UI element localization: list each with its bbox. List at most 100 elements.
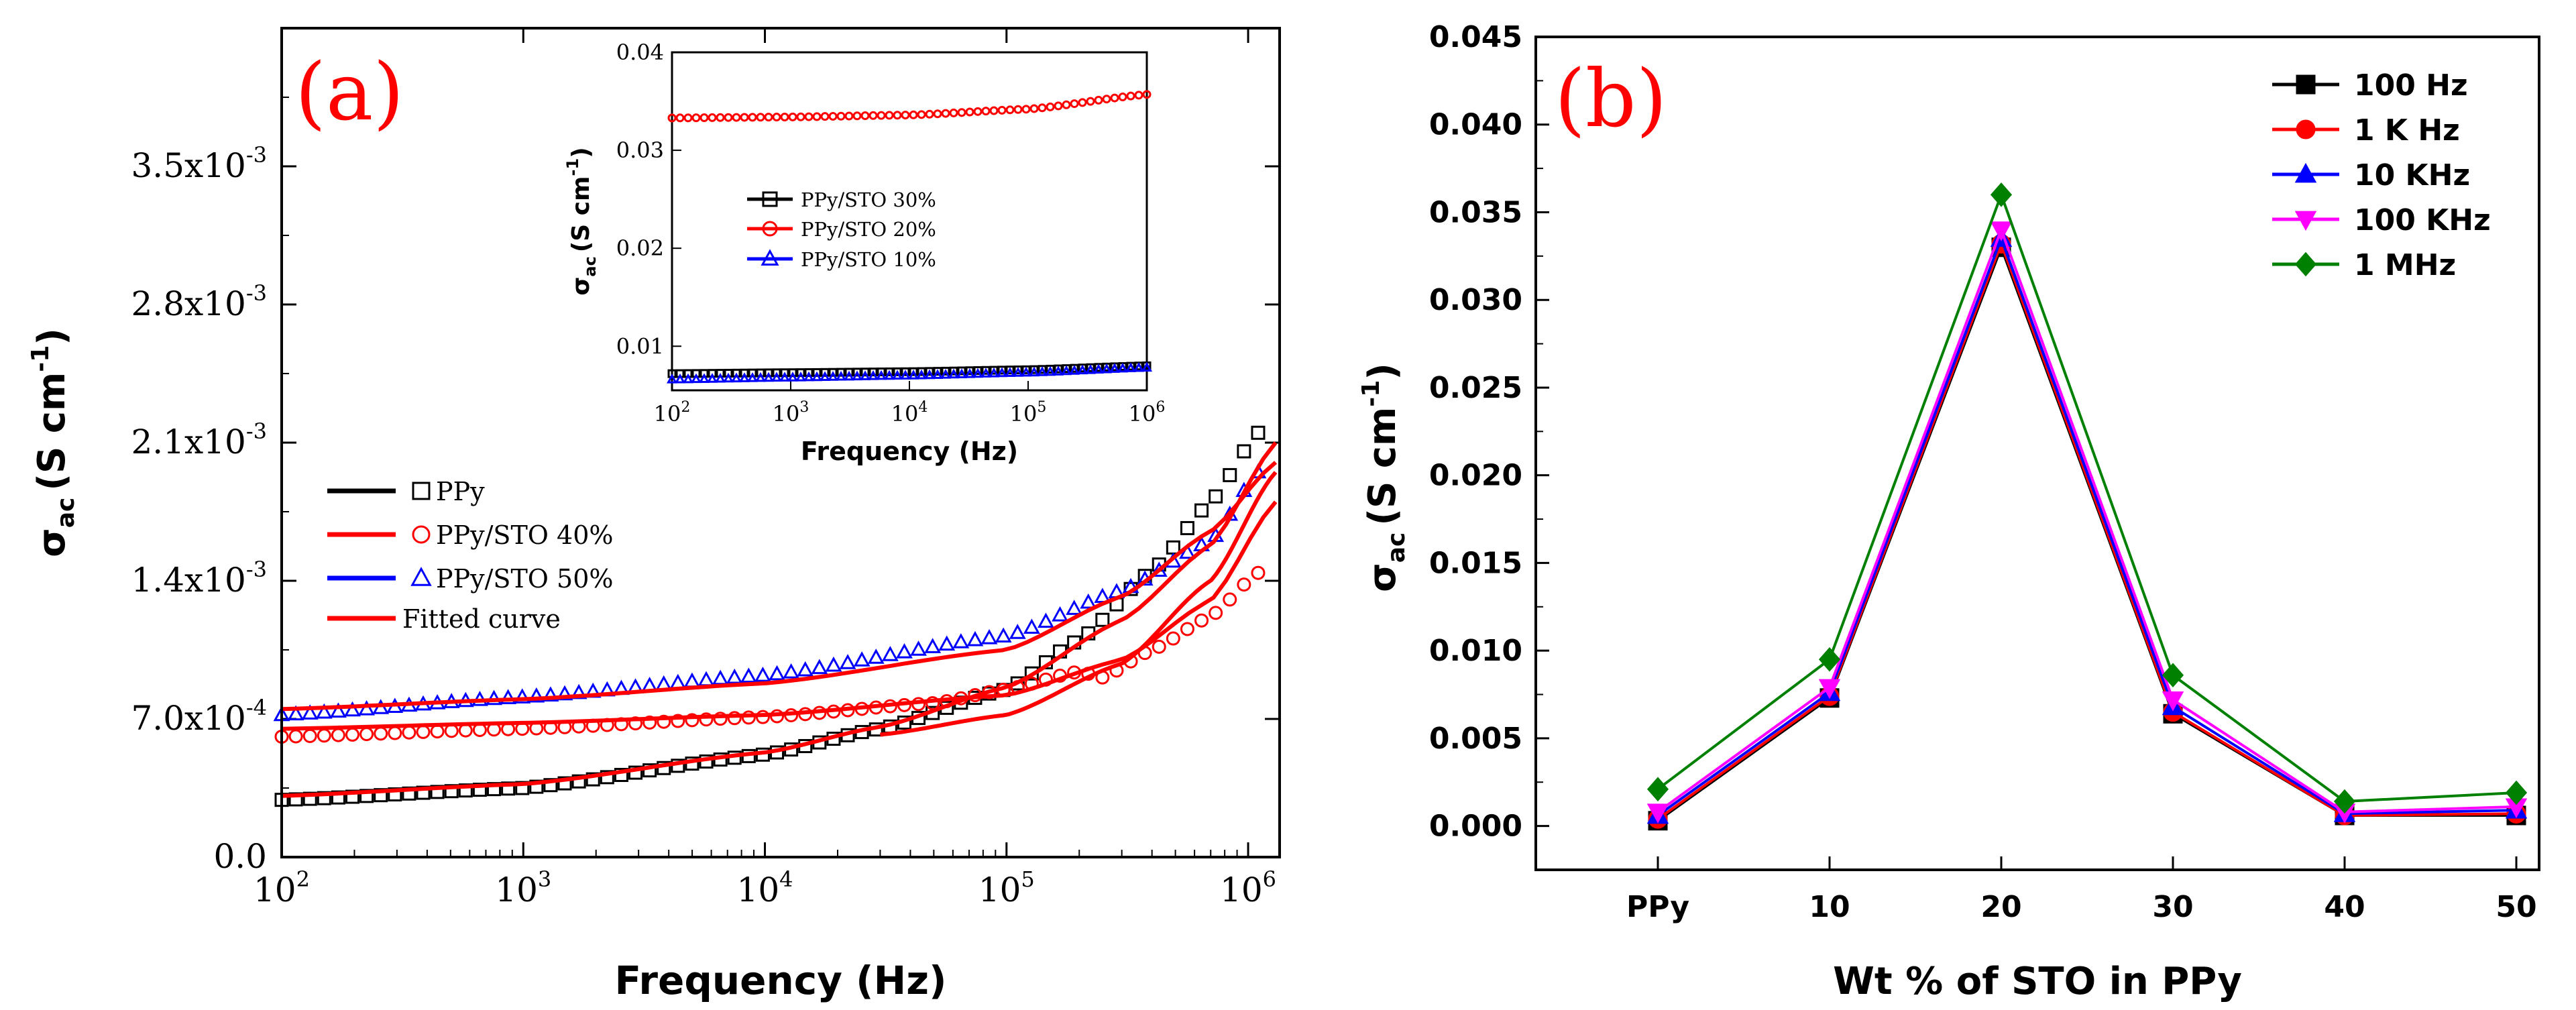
data-point bbox=[288, 792, 303, 807]
inset-y-tick-label: 0.02 bbox=[616, 235, 664, 261]
data-point bbox=[1179, 543, 1196, 559]
data-point bbox=[614, 767, 628, 782]
legend-marker bbox=[412, 482, 431, 500]
y-tick-exp: -3 bbox=[246, 418, 267, 444]
inset-x-tick-exp: 2 bbox=[681, 399, 690, 416]
inset-legend-marker bbox=[762, 191, 778, 207]
inset-data-point bbox=[860, 368, 870, 377]
inset-data-point bbox=[1142, 90, 1152, 99]
data-point bbox=[331, 790, 345, 805]
data-point bbox=[924, 638, 942, 653]
inset-x-tick-base: 10 bbox=[1010, 401, 1038, 427]
inset-data-point bbox=[915, 369, 928, 380]
data-point bbox=[543, 778, 558, 793]
legend-item: 1 K Hz bbox=[2272, 113, 2460, 148]
inset-data-point bbox=[780, 112, 789, 121]
inset-data-point bbox=[1046, 364, 1055, 374]
b-y-tick-label: 0.010 bbox=[1429, 634, 1522, 668]
inset-data-point bbox=[899, 370, 911, 380]
inset-data-point bbox=[706, 373, 718, 383]
inset-legend-label: PPy/STO 30% bbox=[801, 188, 936, 211]
inset-data-point bbox=[1029, 104, 1039, 113]
inset-data-point bbox=[1028, 366, 1040, 377]
data-point bbox=[726, 668, 743, 684]
data-point bbox=[966, 630, 984, 647]
data-point bbox=[740, 667, 757, 683]
data-point bbox=[910, 640, 927, 656]
data-point bbox=[1052, 606, 1068, 622]
inset-data-point bbox=[1134, 91, 1143, 100]
legend-item: 1 MHz bbox=[2272, 248, 2456, 282]
b-x-axis-label: Wt % of STO in PPy bbox=[1833, 960, 2242, 1003]
inset-data-point bbox=[714, 372, 726, 383]
data-point bbox=[867, 649, 885, 664]
b-y-label-sup: -1 bbox=[1357, 380, 1385, 407]
legend-marker bbox=[2296, 119, 2316, 139]
data-point bbox=[938, 635, 956, 651]
series-line bbox=[1657, 234, 2517, 817]
data-point bbox=[430, 785, 445, 799]
legend-marker bbox=[2294, 162, 2317, 183]
x-tick-exp: 2 bbox=[296, 866, 310, 892]
y-tick-mantissa: 7.0x10 bbox=[131, 699, 245, 738]
inset-series-PPy/STO 30% bbox=[667, 361, 1152, 378]
inset-data-point bbox=[1004, 367, 1016, 377]
inset-legend: PPy/STO 30% PPy/STO 20% PPy/STO 10% bbox=[747, 188, 936, 271]
inset-x-tick-exp: 5 bbox=[1037, 399, 1046, 416]
legend-item: 10 KHz bbox=[2272, 158, 2470, 192]
b-y-tick-label: 0.015 bbox=[1429, 546, 1522, 580]
data-point bbox=[628, 765, 643, 780]
data-point bbox=[1646, 777, 1669, 801]
data-point bbox=[1023, 618, 1040, 634]
inset-legend-marker bbox=[761, 249, 779, 266]
data-point bbox=[556, 685, 573, 701]
inset-data-point bbox=[1044, 366, 1056, 376]
inset-data-point bbox=[940, 369, 952, 379]
data-point bbox=[2162, 663, 2184, 688]
inset-data-point bbox=[763, 372, 775, 382]
inset-data-point bbox=[972, 368, 984, 378]
inset-data-point bbox=[716, 113, 725, 122]
inset-y-label-rest: (S cm bbox=[567, 176, 595, 252]
x-tick-label: 102 bbox=[254, 866, 310, 909]
data-point bbox=[302, 791, 317, 806]
inset-data-point bbox=[981, 366, 991, 375]
inset-data-point bbox=[989, 366, 999, 375]
x-tick-label: 105 bbox=[978, 866, 1035, 909]
data-point bbox=[2162, 691, 2184, 712]
inset-data-point bbox=[1078, 98, 1087, 107]
inset-data-point bbox=[1005, 366, 1015, 375]
inset-data-point bbox=[893, 367, 902, 376]
inset-x-tick-label: 105 bbox=[1010, 399, 1047, 427]
legend-label: PPy/STO 50% bbox=[436, 564, 613, 594]
data-point bbox=[571, 774, 586, 789]
data-point bbox=[514, 688, 531, 704]
x-tick-base: 10 bbox=[495, 871, 538, 909]
inset-data-point bbox=[1052, 366, 1064, 376]
inset-data-point bbox=[956, 368, 968, 378]
b-y-label-close: ) bbox=[1361, 363, 1404, 380]
inset-data-point bbox=[683, 113, 693, 123]
b-x-tick-label: 20 bbox=[1980, 890, 2021, 924]
inset-data-point bbox=[724, 113, 733, 122]
x-tick-exp: 6 bbox=[1263, 866, 1276, 892]
inset-data-point bbox=[819, 371, 831, 382]
inset-data-point bbox=[843, 370, 855, 381]
inset-data-point bbox=[803, 371, 815, 382]
data-point bbox=[811, 659, 828, 675]
data-point bbox=[685, 713, 699, 728]
y-tick-exp: -4 bbox=[246, 695, 267, 720]
inset-data-point bbox=[756, 113, 765, 122]
fitted-curve bbox=[281, 500, 1278, 731]
data-point bbox=[783, 663, 800, 679]
data-point bbox=[1223, 592, 1237, 607]
inset-data-point bbox=[804, 112, 814, 121]
inset-y-label-sup: -1 bbox=[563, 158, 582, 176]
legend-item: 100 Hz bbox=[2272, 68, 2468, 103]
inset-data-point bbox=[1062, 364, 1071, 374]
inset-data-point bbox=[1021, 365, 1031, 374]
inset-data-point bbox=[859, 370, 871, 380]
data-point bbox=[995, 627, 1012, 643]
series-1 MHz bbox=[1646, 182, 2528, 814]
data-point bbox=[487, 782, 502, 797]
